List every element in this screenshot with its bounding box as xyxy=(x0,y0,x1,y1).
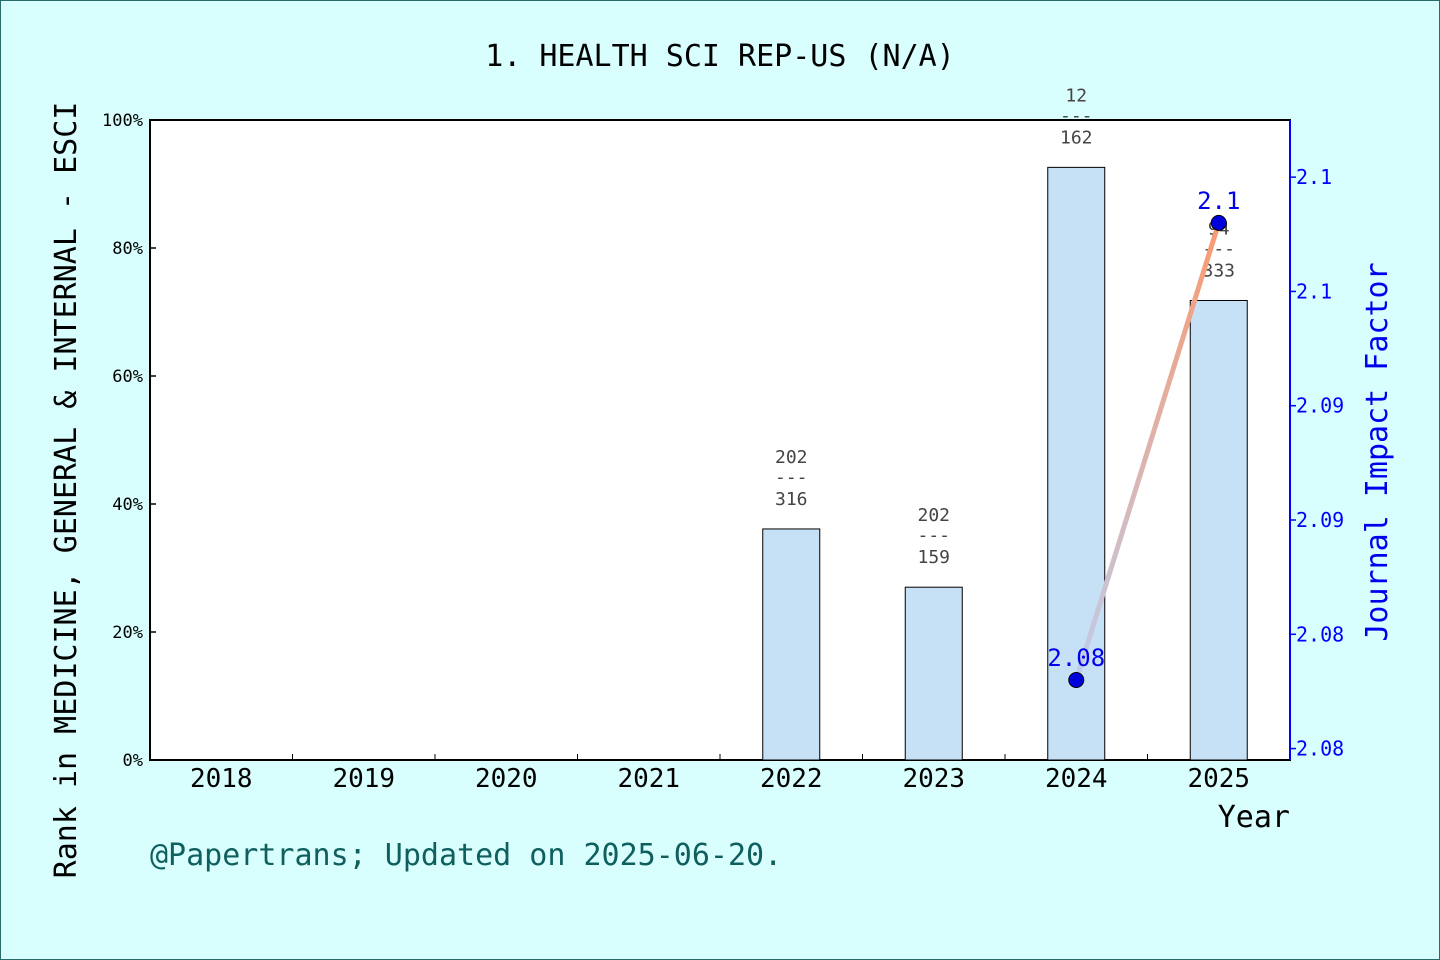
right-tick-label: 2.09 xyxy=(1296,508,1344,532)
right-axis: 2.08 2.08 2.09 2.09 2.1 2.1 xyxy=(1289,120,1344,761)
y-axis-label: Rank in MEDICINE, GENERAL & INTERNAL - E… xyxy=(49,102,84,879)
bar-2024 xyxy=(1047,166,1106,761)
right-tick-label: 2.08 xyxy=(1296,622,1344,646)
bar-separator-label: --- xyxy=(775,467,808,488)
right-tick-label: 2.09 xyxy=(1296,394,1344,418)
x-tick-label: 2022 xyxy=(760,764,823,794)
footer-credit: @Papertrans; Updated on 2025-06-20. xyxy=(150,838,782,873)
right-tick-label: 2.08 xyxy=(1296,737,1344,761)
x-tick-label: 2021 xyxy=(617,764,680,794)
jif-value-label: 2.08 xyxy=(1047,644,1105,672)
x-tick-label: 2018 xyxy=(190,764,253,794)
jif-point xyxy=(1210,214,1227,231)
bar-separator-label: --- xyxy=(1060,105,1093,126)
right-tick-label: 2.1 xyxy=(1296,279,1332,303)
bar-total-label: 159 xyxy=(917,547,950,568)
bar-rank-label: 202 xyxy=(917,505,950,526)
x-tick-label: 2025 xyxy=(1187,764,1250,794)
jif-line xyxy=(1073,220,1222,683)
x-axis: 2018 2019 2020 2021 2022 2023 2024 2025 xyxy=(190,754,1250,794)
bar-rank-label: 202 xyxy=(775,447,808,468)
bar-separator-label: --- xyxy=(917,525,950,546)
left-tick-label: 40% xyxy=(112,495,143,515)
x-tick-label: 2020 xyxy=(475,764,538,794)
x-axis-label: Year xyxy=(1218,800,1290,835)
bar-2023 xyxy=(904,586,963,761)
chart-title: 1. HEALTH SCI REP-US (N/A) xyxy=(485,39,955,74)
bar-total-label: 316 xyxy=(775,489,808,510)
bar-total-label: 333 xyxy=(1202,260,1235,281)
bar-rank-label: 12 xyxy=(1065,85,1087,106)
right-tick-label: 2.1 xyxy=(1296,165,1332,189)
jif-series: 2.08 2.1 xyxy=(1047,187,1240,688)
left-tick-label: 0% xyxy=(123,751,143,771)
left-tick-label: 100% xyxy=(102,111,143,131)
x-tick-label: 2019 xyxy=(332,764,395,794)
left-tick-label: 20% xyxy=(112,623,143,643)
bar-2025 xyxy=(1189,299,1248,761)
bar-total-label: 162 xyxy=(1060,127,1093,148)
jif-point xyxy=(1068,672,1085,688)
x-tick-label: 2023 xyxy=(902,764,965,794)
y2-axis-label: Journal Impact Factor xyxy=(1360,262,1395,641)
jif-value-label: 2.1 xyxy=(1197,187,1240,215)
x-tick-label: 2024 xyxy=(1045,764,1108,794)
plot-area xyxy=(149,119,1291,761)
left-axis: 0% 20% 40% 60% 80% 100% xyxy=(102,111,156,771)
bar-2022 xyxy=(762,528,821,761)
left-tick-label: 80% xyxy=(112,239,143,259)
left-tick-label: 60% xyxy=(112,367,143,387)
